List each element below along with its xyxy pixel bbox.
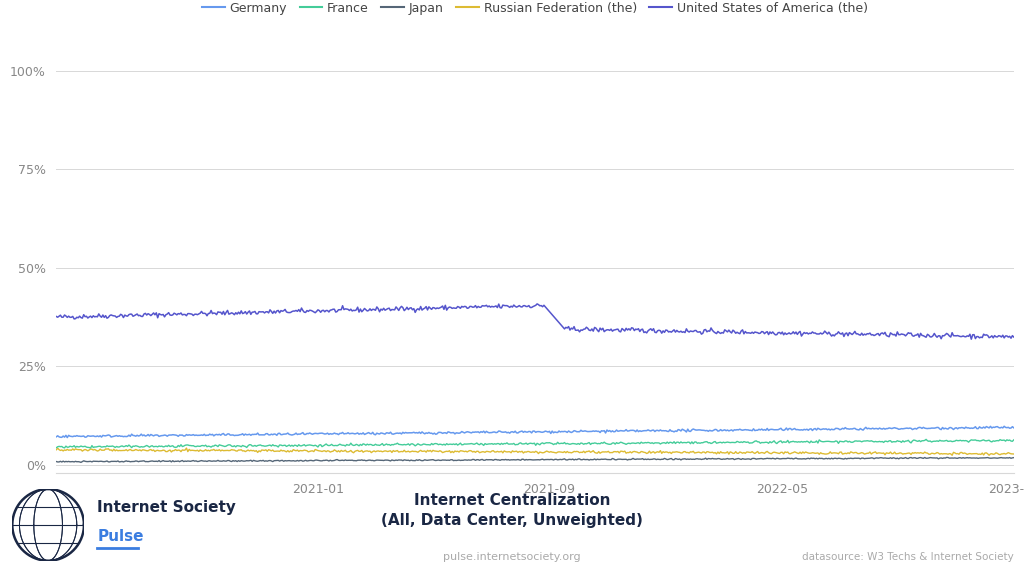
Text: Internet Society: Internet Society (97, 500, 237, 515)
Text: pulse.internetsociety.org: pulse.internetsociety.org (443, 552, 581, 562)
Text: datasource: W3 Techs & Internet Society: datasource: W3 Techs & Internet Society (802, 552, 1014, 562)
Text: Internet Centralization
(All, Data Center, Unweighted): Internet Centralization (All, Data Cente… (381, 493, 643, 528)
Legend: Germany, France, Japan, Russian Federation (the), United States of America (the): Germany, France, Japan, Russian Federati… (197, 0, 873, 20)
Text: Pulse: Pulse (97, 529, 143, 544)
